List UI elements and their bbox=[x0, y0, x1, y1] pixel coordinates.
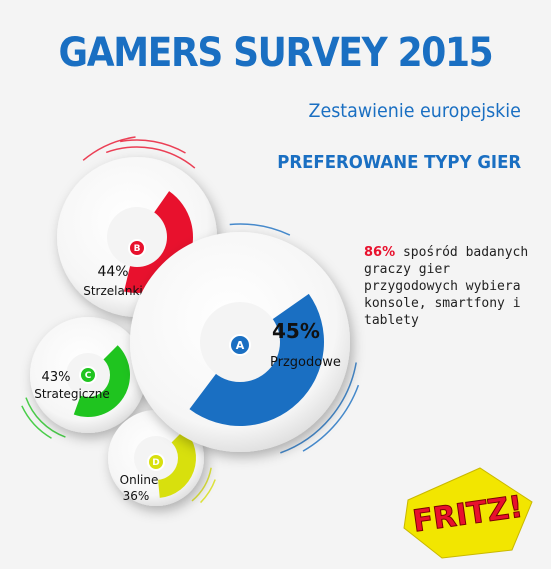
badge-a bbox=[229, 334, 251, 356]
motion-arc bbox=[229, 223, 291, 236]
badge-letter: A bbox=[236, 339, 245, 352]
badge-letter: D bbox=[152, 458, 159, 468]
category-label: Online bbox=[120, 473, 159, 487]
badge-b bbox=[128, 239, 146, 257]
badge-c bbox=[79, 366, 97, 384]
motion-arc bbox=[82, 136, 136, 161]
category-label: Przgodowe bbox=[270, 355, 341, 370]
page-subtitle: Zestawienie europejskie bbox=[308, 100, 521, 122]
motion-arc bbox=[25, 397, 66, 438]
value-label: 44% bbox=[97, 264, 128, 280]
motion-arc bbox=[191, 467, 212, 502]
category-label: Strzelanki bbox=[83, 284, 143, 298]
note-highlight: 86% bbox=[364, 245, 396, 260]
survey-note: 86% spośród badanych graczy gier przygod… bbox=[364, 244, 539, 329]
badge-letter: B bbox=[134, 244, 141, 254]
slice-hub bbox=[107, 207, 167, 267]
motion-arc bbox=[280, 362, 357, 454]
motion-arc bbox=[302, 384, 360, 452]
value-label: 43% bbox=[42, 370, 71, 385]
page-title: GAMERS SURVEY 2015 bbox=[58, 30, 494, 76]
badge-letter: C bbox=[85, 371, 92, 381]
bubble-przgodowe: A 45% Przgodowe bbox=[130, 232, 350, 452]
motion-arc bbox=[105, 146, 196, 169]
category-label: Strategiczne bbox=[34, 387, 110, 401]
fritz-logo: FRITZ! bbox=[402, 466, 536, 560]
value-label: 45% bbox=[272, 319, 320, 343]
decorative-arcs bbox=[21, 136, 360, 504]
motion-arc bbox=[120, 139, 186, 154]
motion-arc bbox=[200, 479, 216, 504]
motion-arc bbox=[21, 405, 52, 439]
badge-d bbox=[147, 453, 165, 471]
section-title: PREFEROWANE TYPY GIER bbox=[277, 152, 521, 173]
note-text: spośród badanych graczy gier przygodowyc… bbox=[364, 245, 529, 328]
bubble-strategiczne: C 43% Strategiczne bbox=[30, 317, 146, 433]
value-label: 36% bbox=[123, 489, 150, 503]
